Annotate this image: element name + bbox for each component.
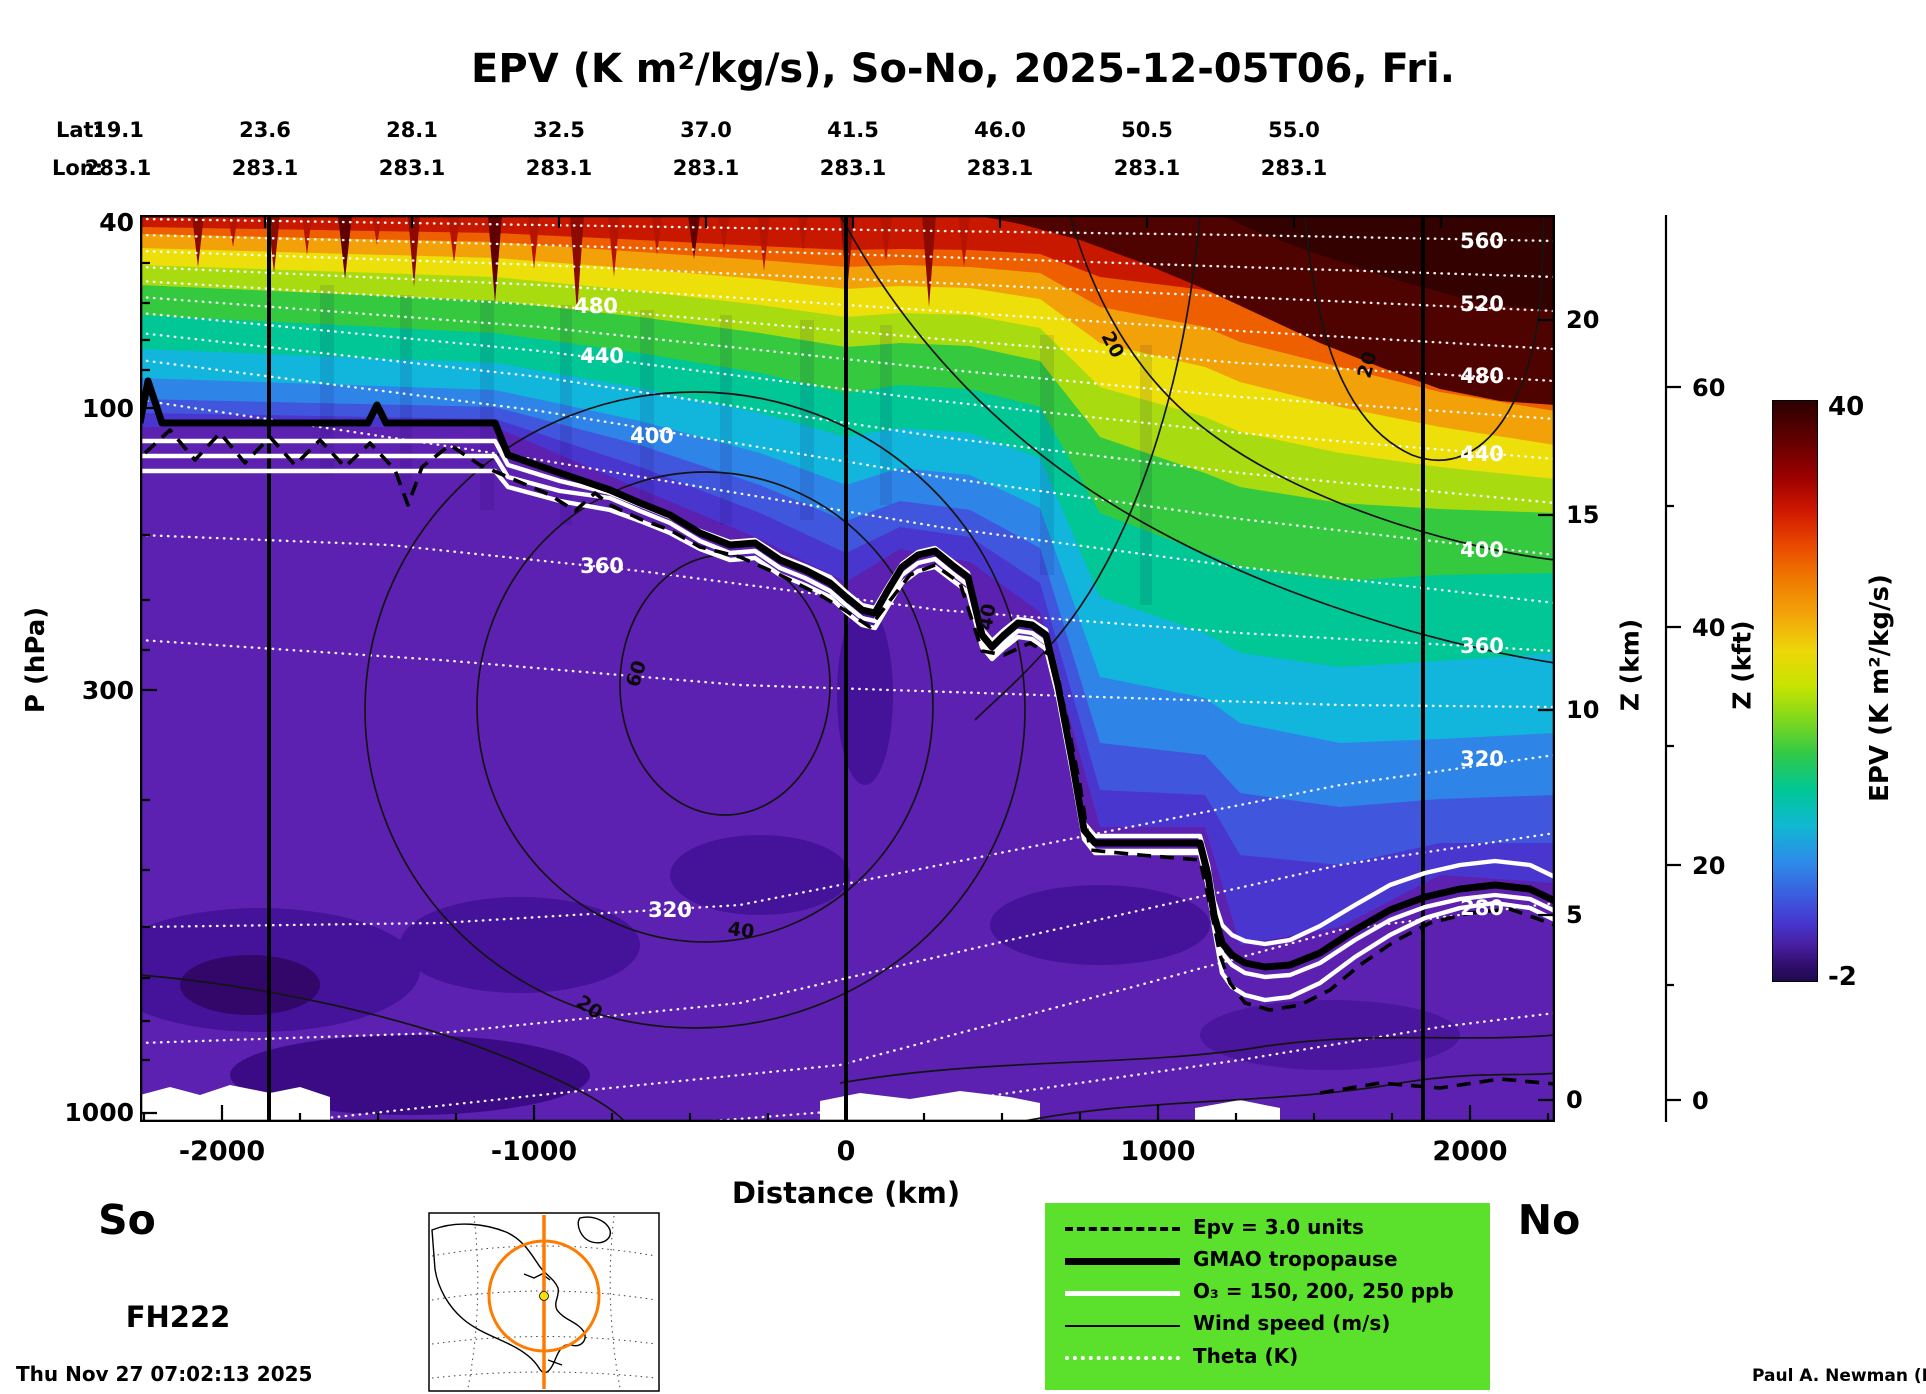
- map-inset: [428, 1212, 660, 1392]
- pressure-axis-title: P (hPa): [21, 606, 51, 714]
- legend-sample-tropopause: [1065, 1258, 1180, 1265]
- x-tick: 1000: [1120, 1136, 1196, 1167]
- axis-ticks: [140, 215, 1555, 1122]
- map-graticule: [431, 1215, 657, 1389]
- theta-label: 400: [1460, 538, 1504, 562]
- map-center-marker: [539, 1291, 549, 1301]
- flight-id: FH222: [125, 1300, 231, 1334]
- theta-label: 560: [1460, 229, 1504, 253]
- plot-border: [140, 215, 1555, 1122]
- theta-label: 360: [580, 554, 624, 578]
- theta-contours: [140, 217, 1555, 1122]
- zkft-tick: 60: [1692, 374, 1726, 402]
- colorbar-title: EPV (K m²/kg/s): [1865, 574, 1895, 802]
- lon-value: 283.1: [525, 156, 593, 180]
- tropopause-line: [140, 377, 1555, 971]
- cross-section-plot: 560 520 480 440 400 360 320 280 480 440 …: [140, 215, 1555, 1122]
- x-tick: 2000: [1432, 1136, 1508, 1167]
- lon-value: 283.1: [1260, 156, 1328, 180]
- theta-label: 440: [580, 344, 624, 368]
- legend-item-tropopause: GMAO tropopause: [1193, 1247, 1398, 1271]
- lon-value: 283.1: [84, 156, 152, 180]
- surface-gaps: [140, 1085, 1280, 1122]
- lat-value: 19.1: [92, 118, 144, 142]
- lat-value: 32.5: [533, 118, 585, 142]
- lat-value: 55.0: [1268, 118, 1320, 142]
- lon-value: 283.1: [966, 156, 1034, 180]
- lat-value: 37.0: [680, 118, 732, 142]
- credit-text: Paul A. Newman (NASA: [1752, 1366, 1926, 1386]
- zkm-axis-title: Z (km): [1615, 618, 1645, 712]
- legend-box: Epv = 3.0 units GMAO tropopause O₃ = 150…: [1045, 1203, 1490, 1390]
- epv-colorbar: [1772, 400, 1818, 982]
- lon-value: 283.1: [672, 156, 740, 180]
- pressure-tick: 100: [81, 394, 134, 423]
- section-marker-lines: [267, 215, 1425, 1122]
- theta-label: 480: [1460, 364, 1504, 388]
- theta-label: 400: [630, 424, 674, 448]
- zkm-tick: 5: [1566, 901, 1583, 929]
- zkm-tick: 10: [1566, 696, 1600, 724]
- lon-value: 283.1: [231, 156, 299, 180]
- zkft-tick: 20: [1692, 852, 1726, 880]
- legend-item-epv: Epv = 3.0 units: [1193, 1215, 1364, 1239]
- wind-label: 40: [726, 918, 755, 943]
- epv-striations: [320, 285, 1152, 605]
- endpoint-south: So: [98, 1196, 156, 1244]
- x-tick: -2000: [178, 1136, 266, 1167]
- zkft-tick: 0: [1692, 1087, 1709, 1115]
- zkft-axis: [1664, 215, 1681, 1122]
- lon-value: 283.1: [819, 156, 887, 180]
- theta-label: 320: [648, 898, 692, 922]
- legend-item-ozone: O₃ = 150, 200, 250 ppb: [1193, 1279, 1454, 1303]
- colorbar-max: 40: [1828, 392, 1865, 422]
- legend-sample-epv-dashed: [1065, 1227, 1180, 1231]
- colorbar-min: -2: [1828, 962, 1857, 992]
- legend-sample-ozone: [1065, 1291, 1180, 1296]
- lat-value: 28.1: [386, 118, 438, 142]
- lat-row-label: Lat:: [56, 118, 102, 142]
- wind-label: 40: [974, 602, 1000, 632]
- zkm-tick: 15: [1566, 501, 1600, 529]
- pressure-tick: 300: [81, 676, 134, 705]
- lon-value: 283.1: [378, 156, 446, 180]
- legend-item-wind: Wind speed (m/s): [1193, 1311, 1391, 1335]
- lon-row-label: Lon:: [52, 156, 104, 180]
- lon-value: 283.1: [1113, 156, 1181, 180]
- legend-sample-theta: [1065, 1356, 1180, 1360]
- legend-item-theta: Theta (K): [1193, 1344, 1299, 1368]
- zkft-axis-title: Z (kft): [1727, 620, 1757, 710]
- wind-contours: [140, 215, 1555, 1122]
- theta-label: 520: [1460, 292, 1504, 316]
- theta-label: 440: [1460, 442, 1504, 466]
- page-title: EPV (K m²/kg/s), So-No, 2025-12-05T06, F…: [471, 46, 1455, 92]
- x-tick: -1000: [490, 1136, 578, 1167]
- legend-sample-wind: [1065, 1325, 1180, 1327]
- pressure-tick: 40: [99, 208, 134, 237]
- lat-value: 41.5: [827, 118, 879, 142]
- endpoint-north: No: [1517, 1196, 1581, 1244]
- lat-value: 23.6: [239, 118, 291, 142]
- theta-label: 320: [1460, 747, 1504, 771]
- lat-value: 50.5: [1121, 118, 1173, 142]
- zkm-tick: 20: [1566, 306, 1600, 334]
- zkm-tick: 0: [1566, 1086, 1583, 1114]
- theta-label: 480: [574, 294, 618, 318]
- render-timestamp: Thu Nov 27 07:02:13 2025: [16, 1362, 313, 1386]
- theta-label: 360: [1460, 634, 1504, 658]
- epv3-dashed-contour: [143, 428, 1555, 1095]
- zkft-tick: 40: [1692, 614, 1726, 642]
- x-axis-title: Distance (km): [731, 1176, 961, 1210]
- pressure-tick: 1000: [64, 1098, 134, 1127]
- theta-label: 280: [1460, 896, 1504, 920]
- lat-value: 46.0: [974, 118, 1026, 142]
- x-tick: 0: [836, 1136, 856, 1167]
- map-coastline: [431, 1216, 611, 1374]
- theta-labels: 560 520 480 440 400 360 320 280 480 440 …: [574, 229, 1504, 922]
